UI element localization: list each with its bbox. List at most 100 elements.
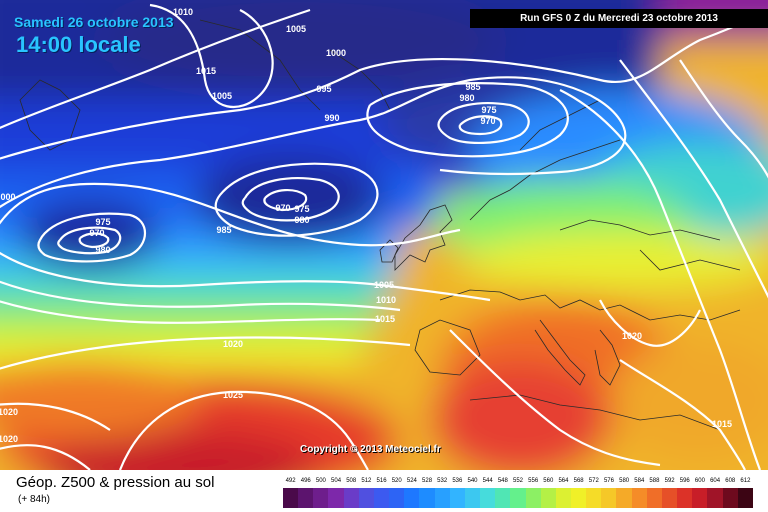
scale-swatch [737,488,753,508]
scale-label: 540 [467,478,478,484]
scale-swatch [343,488,359,508]
scale-label: 556 [528,478,539,484]
scale-swatch [692,488,708,508]
isobar-label: 1005 [286,24,306,34]
scale-label: 596 [679,478,690,484]
scale-swatch [328,488,344,508]
weather-map: 1010 1005 1000 1015 1005 995 990 985 980 975 970 97… [0,0,768,470]
scale-swatch [480,488,496,508]
scale-label: 612 [740,478,751,484]
isobar-label: 975 [294,204,309,214]
scale-label: 604 [710,478,721,484]
scale-label: 500 [315,478,326,484]
scale-label: 520 [391,478,402,484]
isobar-label: 970 [275,203,290,213]
scale-swatch [631,488,647,508]
scale-swatch [373,488,390,508]
isobar-label: 975 [481,105,496,115]
scale-labels: 492 496 500 504 508 512 516 520 524 528 532 536 540 5… [283,478,753,488]
scale-swatch [464,488,481,508]
scale-swatch [586,488,602,508]
copyright: Copyright © 2013 Meteociel.fr [300,444,441,455]
coastlines [19,19,741,431]
color-scale: 492 496 500 504 508 512 516 520 524 528 532 536 540 5… [283,478,753,510]
scale-swatch [555,488,571,508]
footer: Géop. Z500 & pression au sol (+ 84h) 492… [0,470,768,512]
isobar-lines [0,3,768,470]
isobar-label: 1015 [712,419,732,429]
scale-label: 552 [512,478,524,484]
scale-label: 544 [482,478,493,484]
run-info: Run GFS 0 Z du Mercredi 23 octobre 2013 [470,9,768,28]
scale-swatch [540,488,556,508]
scale-label: 496 [300,478,311,484]
scale-swatch [646,488,662,508]
scale-swatch [510,488,526,508]
scale-swatch [722,488,738,508]
scale-label: 532 [437,478,448,484]
geopotential-field [0,0,768,470]
scale-swatch [419,488,435,508]
scale-label: 568 [573,478,584,484]
scale-label: 592 [664,478,675,484]
scale-swatch [616,488,632,508]
scale-swatch [298,488,314,508]
isobar-label: 980 [459,93,474,103]
isobar-label: 1020 [622,331,642,341]
isobar-label: 970 [89,228,104,238]
isobar-label: 1010 [376,295,396,305]
scale-label: 564 [558,478,569,484]
scale-swatch [707,488,723,508]
scale-label: 572 [588,478,599,484]
isobar-label: 1010 [173,7,193,17]
isobar-label: 980 [294,215,309,225]
isobar-label: 000 [0,192,15,202]
scale-label: 600 [694,478,705,484]
scale-label: 492 [285,478,296,484]
scale-label: 508 [346,478,357,484]
scale-label: 584 [634,478,645,484]
isobar-labels: 1010100510001015100599599098598097597097… [0,7,732,444]
scale-label: 576 [603,478,614,484]
isobar-label: 1020 [223,339,243,349]
isobar-label: 990 [324,113,339,123]
scale-swatch [570,488,587,508]
scale-label: 560 [543,478,554,484]
isobar-label: 995 [316,84,331,94]
map-canvas: 1010100510001015100599599098598097597097… [0,0,768,470]
scale-label: 524 [406,478,417,484]
scale-swatch [404,488,420,508]
product-title: Géop. Z500 & pression au sol [16,474,215,491]
scale-swatch [661,488,678,508]
scale-swatch [525,488,541,508]
isobar-label: 985 [216,225,231,235]
scale-label: 528 [422,478,433,484]
isobar-label: 1025 [223,390,243,400]
time-title: 14:00 locale [16,32,141,57]
scale-label: 608 [725,478,736,484]
scale-label: 504 [331,478,342,484]
scale-swatch [677,488,693,508]
isobar-label: 1020 [0,434,18,444]
scale-swatch [495,488,511,508]
scale-swatch [601,488,617,508]
scale-swatch [434,488,450,508]
scale-swatch [389,488,405,508]
isobar-label: 980 [95,245,110,255]
scale-label: 536 [452,478,463,484]
isobar-label: 1005 [374,280,394,290]
isobar-label: 1020 [0,407,18,417]
isobar-label: 970 [480,116,495,126]
isobar-label: 975 [95,217,110,227]
scale-label: 516 [376,478,387,484]
scale-label: 580 [619,478,630,484]
scale-label: 548 [497,478,508,484]
isobar-label: 1015 [196,66,216,76]
isobar-label: 985 [465,82,480,92]
date-title: Samedi 26 octobre 2013 [14,14,174,30]
scale-swatch [313,488,329,508]
scale-label: 588 [649,478,660,484]
forecast-hour: (+ 84h) [18,494,50,505]
scale-bar [283,488,753,508]
scale-label: 512 [361,478,372,484]
